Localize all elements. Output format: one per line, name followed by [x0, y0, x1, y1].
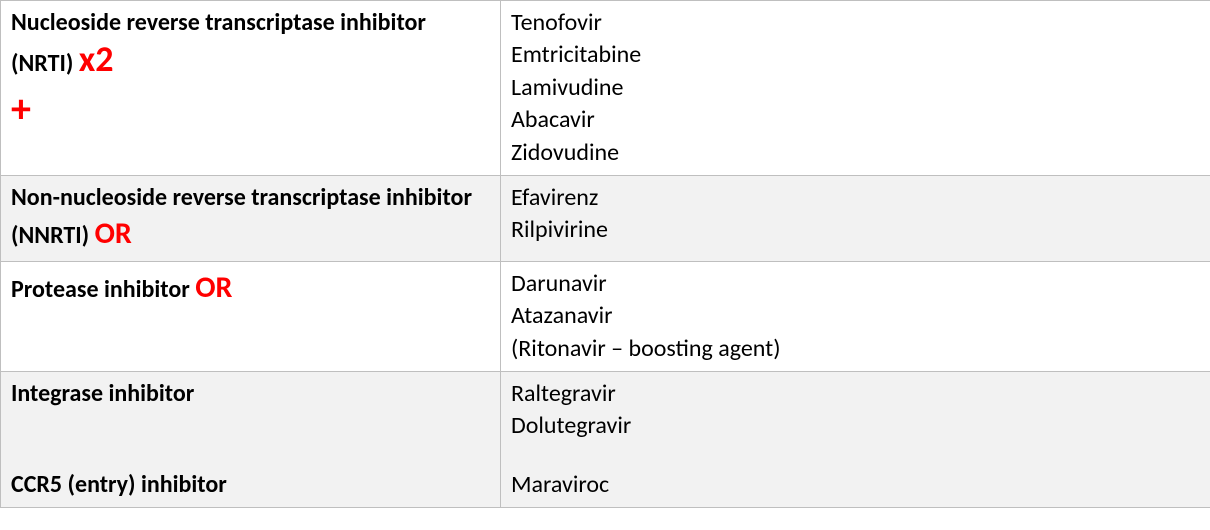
nnrti-title: Non-nucleoside reverse transcriptase inh…	[11, 183, 472, 212]
drug-item: Dolutegravir	[511, 411, 631, 440]
nrti-plus: +	[11, 89, 31, 129]
protease-title: Protease inhibitor	[11, 275, 195, 304]
table-row: Nucleoside reverse transcriptase inhibit…	[1, 1, 1210, 176]
drug-item: Tenofovir	[511, 8, 602, 37]
nrti-abbrev: (NRTI)	[11, 49, 79, 78]
cell-drugs-protease: Darunavir Atazanavir (Ritonavir – boosti…	[501, 261, 1210, 371]
drug-class-table-wrap: Nucleoside reverse transcriptase inhibit…	[0, 0, 1210, 508]
cell-drugs-integrase-ccr5: Raltegravir Dolutegravir Maraviroc	[501, 372, 1210, 508]
drug-item: Lamivudine	[511, 73, 623, 102]
integrase-title: Integrase inhibitor	[11, 379, 194, 408]
cell-class-nnrti: Non-nucleoside reverse transcriptase inh…	[1, 175, 501, 261]
drug-item: Rilpivirine	[511, 215, 608, 244]
drug-item: Abacavir	[511, 105, 595, 134]
drug-item: Raltegravir	[511, 379, 616, 408]
drug-item: Maraviroc	[511, 470, 609, 499]
cell-class-integrase-ccr5: Integrase inhibitor CCR5 (entry) inhibit…	[1, 372, 501, 508]
cell-class-protease: Protease inhibitor OR	[1, 261, 501, 371]
protease-or: OR	[195, 269, 232, 306]
drug-item: Emtricitabine	[511, 40, 641, 69]
cell-drugs-nrti: Tenofovir Emtricitabine Lamivudine Abaca…	[501, 1, 1210, 176]
drug-item: Atazanavir	[511, 301, 613, 330]
drug-item: (Ritonavir – boosting agent)	[511, 334, 780, 363]
drug-item: Zidovudine	[511, 138, 619, 167]
nnrti-abbrev: (NNRTI)	[11, 221, 95, 250]
table-row: Non-nucleoside reverse transcriptase inh…	[1, 175, 1210, 261]
cell-drugs-nnrti: Efavirenz Rilpivirine	[501, 175, 1210, 261]
nnrti-or: OR	[95, 215, 132, 252]
drug-item: Darunavir	[511, 269, 607, 298]
table-row: Protease inhibitor OR Darunavir Atazanav…	[1, 261, 1210, 371]
nrti-title: Nucleoside reverse transcriptase inhibit…	[11, 8, 426, 37]
nrti-x2: x2	[79, 37, 114, 81]
table-row: Integrase inhibitor CCR5 (entry) inhibit…	[1, 372, 1210, 508]
drug-item: Efavirenz	[511, 183, 598, 212]
cell-class-nrti: Nucleoside reverse transcriptase inhibit…	[1, 1, 501, 176]
ccr5-title: CCR5 (entry) inhibitor	[11, 470, 227, 499]
drug-class-table: Nucleoside reverse transcriptase inhibit…	[0, 0, 1210, 508]
